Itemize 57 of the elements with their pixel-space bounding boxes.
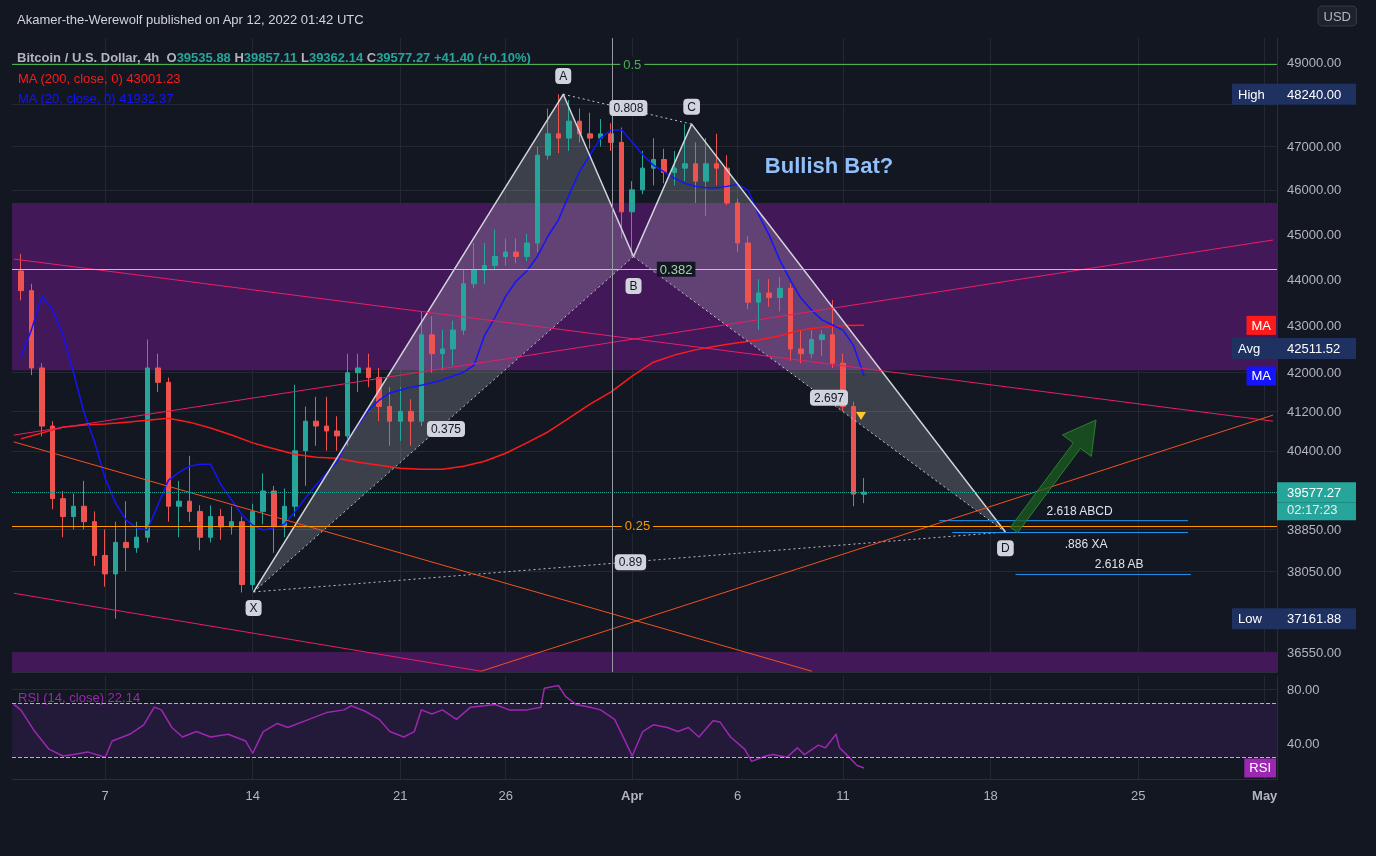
x-tick-label: 7 (101, 788, 109, 803)
x-tick-label: 18 (983, 788, 998, 803)
annotation: High (1238, 86, 1265, 102)
annotation: 0.25 (624, 518, 651, 534)
y-tick-label: 47000.00 (1287, 139, 1342, 155)
text: Bitcoin / U.S. Dollar, 4h O39535.88 H39857.11 L39362.14 C39577.27 +41.40 (+0.10%) (17, 50, 531, 65)
annotation: RSI (1249, 760, 1271, 776)
y-tick-label: 48240.00 (1287, 86, 1342, 102)
annotation: 0.375 (430, 422, 462, 437)
annotation: B (629, 279, 638, 294)
y-tick-label: 41200.00 (1287, 403, 1342, 419)
text: USD (1323, 8, 1351, 24)
y-tick-label: 42511.52 (1287, 340, 1341, 356)
annotation: 0.808 (613, 101, 644, 116)
y-tick-label: 40.00 (1287, 736, 1320, 752)
annotation: 0.89 (618, 555, 643, 570)
series-label: 2.618 AB (1094, 557, 1144, 572)
annotation: A (559, 69, 568, 84)
text: 02:17:23 (1287, 502, 1338, 518)
annotation: C (687, 99, 697, 114)
annotation: Low (1238, 611, 1263, 627)
x-tick-label: 6 (734, 788, 742, 803)
x-tick-label: 26 (498, 788, 513, 803)
annotation: MA (1251, 317, 1272, 333)
y-tick-label: 49000.00 (1287, 55, 1342, 71)
chart-title: Akamer-the-Werewolf published on Apr 12, 2022 01:42 UTC (17, 12, 364, 27)
annotation: 0.5 (623, 56, 642, 72)
y-tick-label: 40400.00 (1287, 443, 1342, 459)
y-tick-label: 45000.00 (1287, 226, 1342, 242)
series-label: RSI (14, close) 22.14 (18, 689, 141, 705)
y-tick-label: 37161.88 (1287, 611, 1342, 627)
series-label: .886 XA (1064, 536, 1108, 551)
x-tick-label: 14 (245, 788, 260, 803)
x-tick-label: Apr (621, 788, 644, 803)
y-tick-label: 43000.00 (1287, 317, 1342, 333)
text: MA (20, close, 0) 41932.37 (18, 91, 174, 106)
y-tick-label: 36550.00 (1287, 644, 1342, 660)
y-tick-label: 38050.00 (1287, 563, 1342, 579)
annotation: 0.382 (659, 261, 693, 277)
series-label: 2.618 ABCD (1046, 503, 1113, 518)
y-tick-label: 80.00 (1287, 682, 1320, 698)
annotation: MA (1251, 368, 1272, 384)
x-tick-label: May (1252, 788, 1279, 803)
text: MA (200, close, 0) 43001.23 (18, 70, 181, 86)
annotation: Bullish Bat? (764, 152, 894, 178)
x-tick-label: 25 (1130, 788, 1146, 803)
y-tick-label: 38850.00 (1287, 521, 1342, 537)
annotation: 2.697 (813, 390, 845, 405)
x-tick-label: 21 (393, 788, 408, 803)
y-tick-label: 44000.00 (1287, 271, 1342, 287)
y-tick-label: 42000.00 (1287, 365, 1342, 381)
annotation: Avg (1238, 340, 1261, 356)
y-tick-label: 39577.27 (1287, 485, 1342, 501)
y-tick-label: 46000.00 (1287, 182, 1342, 198)
x-tick-label: 11 (836, 788, 850, 803)
annotation: X (249, 601, 258, 616)
annotation: D (1001, 541, 1011, 556)
